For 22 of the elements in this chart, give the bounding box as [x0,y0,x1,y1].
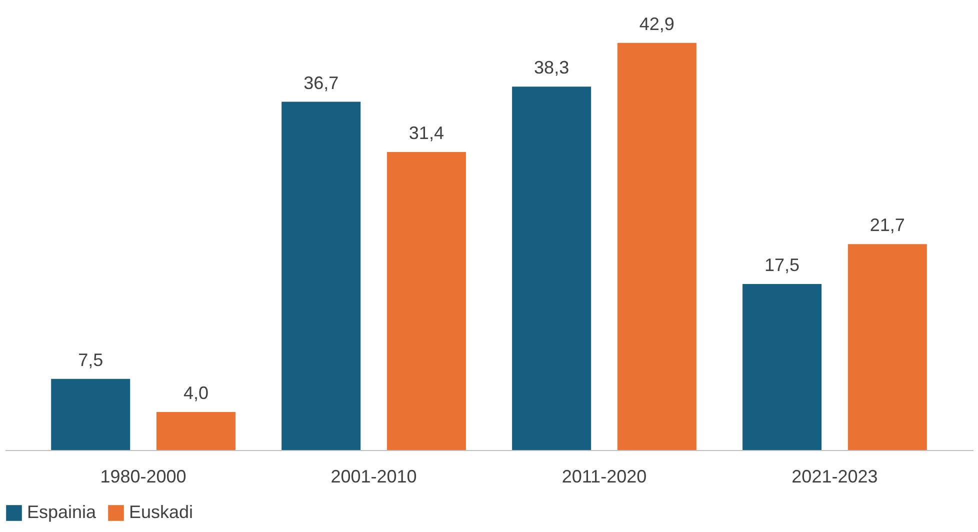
x-tick-label: 2011-2020 [562,466,647,486]
legend-label: Espainia [27,502,98,522]
data-label: 4,0 [183,383,208,404]
bar [512,86,592,450]
data-label: 21,7 [870,215,905,236]
x-tick-label: 1980-2000 [100,466,186,486]
bar [617,42,696,450]
data-label: 36,7 [304,72,339,93]
bar [156,412,236,450]
data-label: 7,5 [78,350,104,370]
bar [848,244,927,450]
bar [386,152,466,450]
data-label: 42,9 [639,14,674,34]
legend-label: Euskadi [129,502,194,522]
x-tick-label: 2001-2010 [330,466,417,486]
data-label: 31,4 [408,123,444,144]
bar [742,284,822,450]
data-label: 17,5 [764,254,800,275]
bar [282,102,361,450]
bar [51,378,130,450]
x-tick-label: 2021-2023 [792,466,878,486]
data-label: 38,3 [534,58,570,78]
